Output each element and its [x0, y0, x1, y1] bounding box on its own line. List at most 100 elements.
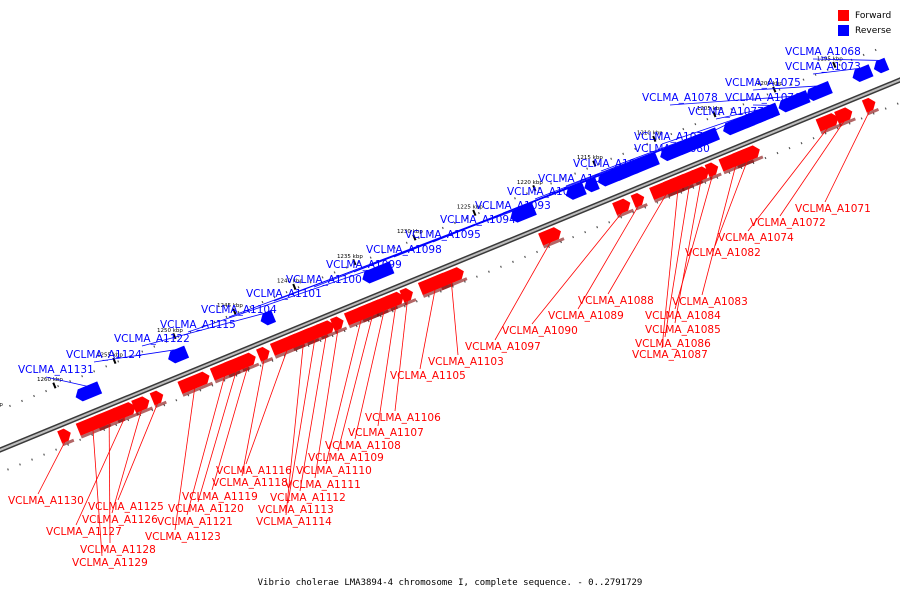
scale-tick-mark: [172, 332, 177, 340]
scale-tick-mark: [712, 111, 717, 118]
reverse-gene-label: VCLMA_A1124: [66, 349, 142, 361]
scale-tick-mark: [832, 61, 837, 68]
reverse-gene-label: VCLMA_A1077: [688, 106, 764, 118]
forward-leader-line: [92, 429, 103, 557]
forward-gene: [75, 413, 112, 439]
forward-leader-line: [75, 416, 126, 526]
forward-leader-line: [607, 193, 667, 295]
reverse-leader-line: [812, 58, 881, 61]
reverse-gene-label: VCLMA_A1091: [538, 173, 614, 185]
reverse-gene-label: VCLMA_A1093: [475, 200, 551, 212]
forward-leader-line: [37, 440, 66, 495]
scale-tick-label: 1245 kbp: [217, 303, 243, 309]
scale-tick-mark: [772, 86, 777, 93]
forward-gene-label: VCLMA_A1108: [325, 440, 401, 452]
forward-leader-line: [174, 387, 196, 531]
reverse-gene-label: VCLMA_A1073: [785, 61, 861, 73]
forward-gene-label: VCLMA_A1085: [645, 324, 721, 336]
sequence-backbone-highlight: [0, 78, 900, 452]
lower-scale-dots: [7, 102, 899, 471]
scale-tick-mark: [412, 234, 417, 241]
scale-tick-label: 1240 kbp: [277, 278, 303, 284]
scale-tick-mark: [652, 135, 657, 142]
forward-leader-line: [450, 282, 459, 356]
reverse-leader-line: [228, 207, 523, 318]
scale-tick-label: 1255 kbp: [97, 352, 123, 358]
legend-label-forward: Forward: [855, 10, 892, 21]
forward-gene: [417, 272, 454, 298]
scale-tick-label: 1260 kbp: [37, 377, 63, 383]
forward-gene: [149, 390, 167, 409]
forward-leader-line: [494, 241, 552, 341]
forward-leader-line: [377, 305, 397, 427]
forward-leader-line: [325, 319, 362, 465]
scale-tick-mark: [592, 160, 597, 167]
forward-gene: [131, 396, 154, 416]
scale-tick-mark: [292, 283, 297, 290]
forward-leader-line: [419, 288, 436, 370]
forward-gene-label: VCLMA_A1113: [258, 504, 334, 516]
forward-gene-label: VCLMA_A1087: [632, 349, 708, 361]
reverse-leader-line: [715, 108, 762, 120]
forward-leader-line: [661, 189, 679, 349]
reverse-gene-label: VCLMA_A1094: [440, 214, 516, 226]
reverse-gene-label: VCLMA_A1115: [160, 319, 236, 331]
forward-gene: [177, 371, 214, 397]
forward-gene: [57, 428, 75, 447]
reverse-gene: [565, 182, 587, 200]
forward-gene-label: VCLMA_A1097: [465, 341, 541, 353]
reverse-gene: [510, 202, 537, 223]
forward-gene: [649, 177, 685, 203]
forward-leader-line: [674, 179, 702, 324]
legend-item-forward: Forward: [838, 8, 898, 23]
forward-gene-label: VCLMA_A1125: [88, 501, 164, 513]
scale-tick-label: 1200 kbp: [757, 81, 783, 87]
forward-leader-line: [287, 338, 316, 504]
reverse-gene: [723, 112, 756, 136]
reverse-gene-label: VCLMA_A1079: [634, 131, 710, 143]
map-caption: Vibrio cholerae LMA3894-4 chromosome I, …: [257, 578, 643, 588]
reverse-gene: [778, 90, 811, 113]
forward-leader-line: [314, 328, 339, 479]
forward-gene-label: VCLMA_A1083: [672, 296, 748, 308]
reverse-gene-label: VCLMA_A1092: [507, 186, 583, 198]
forward-gene-label: VCLMA_A1127: [46, 526, 122, 538]
reverse-gene-label: VCLMA_A1098: [366, 244, 442, 256]
forward-gene-label: VCLMA_A1112: [270, 492, 346, 504]
forward-gene-label: VCLMA_A1126: [82, 514, 158, 526]
reverse-gene: [873, 57, 890, 74]
forward-leader-line: [779, 120, 845, 217]
reverse-gene-label: VCLMA_A1100: [286, 274, 362, 286]
forward-gene-label: VCLMA_A1105: [390, 370, 466, 382]
reverse-gene-label: VCLMA_A1081: [573, 158, 649, 170]
reverse-gene-label: VCLMA_A1101: [246, 288, 322, 300]
forward-gene-label: VCLMA_A1116: [216, 465, 292, 477]
forward-gene-label: VCLMA_A1072: [750, 217, 826, 229]
forward-leader-line: [285, 343, 304, 516]
scale-tick-mark: [52, 382, 57, 389]
scale-tick-mark: [532, 185, 537, 192]
forward-leader-line: [186, 375, 226, 516]
reverse-swatch: [838, 25, 849, 36]
forward-leader-line: [577, 205, 640, 310]
forward-gene-label: VCLMA_A1119: [182, 491, 258, 503]
reverse-leader-line: [600, 129, 712, 172]
reverse-gene: [260, 309, 277, 326]
reverse-gene-label: VCLMA_A1131: [18, 364, 94, 376]
reverse-gene: [852, 64, 874, 82]
forward-gene-label: VCLMA_A1114: [256, 516, 332, 528]
scale-tick-label: 1225 kbp: [457, 204, 483, 210]
forward-gene: [612, 198, 634, 219]
forward-gene: [256, 346, 274, 365]
forward-gene-label: VCLMA_A1118: [212, 477, 288, 489]
forward-gene: [630, 192, 648, 211]
reverse-gene: [806, 80, 833, 102]
forward-gene-label: VCLMA_A1107: [348, 427, 424, 439]
forward-gene: [834, 107, 856, 127]
forward-gene-label: VCLMA_A1088: [578, 295, 654, 307]
reverse-leader-line: [187, 266, 378, 333]
reverse-gene: [660, 138, 693, 162]
reverse-gene: [168, 345, 190, 364]
forward-leader-line: [747, 127, 829, 232]
forward-leader-line: [197, 370, 237, 503]
